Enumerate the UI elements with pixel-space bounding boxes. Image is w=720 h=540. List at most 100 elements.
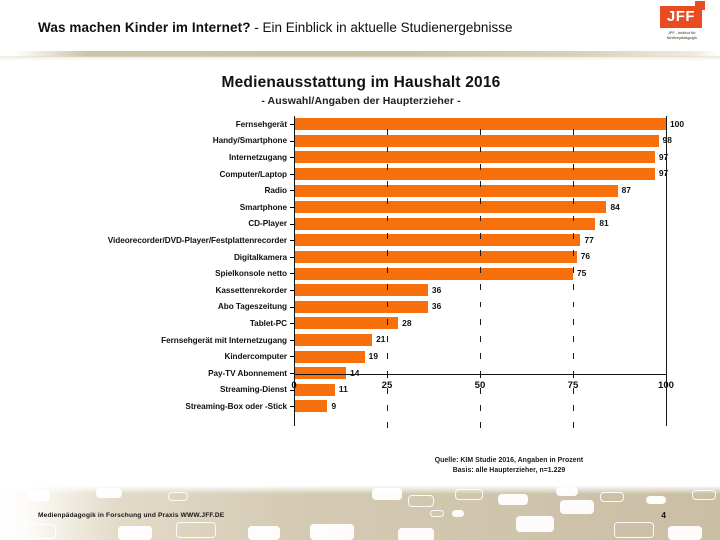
page-title-strong: Was machen Kinder im Internet? (38, 20, 251, 35)
chart-category-label: Digitalkamera (233, 252, 287, 262)
footer-deco-shape (556, 487, 578, 496)
chart-bar (294, 184, 618, 197)
chart-bar-row: Spielkonsole netto 75 (56, 265, 666, 282)
chart-bar-row: Fernsehgerät 100 (56, 116, 684, 133)
chart-gridline-dash (387, 422, 388, 429)
chart-bar-row: Videorecorder/DVD-Player/Festplattenreco… (56, 232, 666, 249)
chart-category-label: Computer/Laptop (219, 169, 288, 179)
chart-x-tick-label: 25 (381, 380, 393, 391)
chart-bar (294, 400, 328, 413)
footer-deco-shape (668, 526, 702, 540)
footer-deco-shape (118, 526, 152, 540)
chart-axis-tick (290, 206, 294, 208)
footer-deco-shape (20, 524, 56, 539)
chart-x-tick (294, 374, 295, 378)
chart-bar (294, 217, 596, 230)
chart-bar-value: 11 (338, 384, 348, 395)
chart-category-label: Handy/Smartphone (212, 136, 287, 146)
chart-bar-value: 76 (580, 251, 591, 262)
chart-bar-value: 97 (658, 151, 669, 162)
chart-category-label: Streaming-Dienst (220, 385, 287, 395)
chart-gridline-dash (480, 422, 481, 429)
chart-bar-row: Streaming-Box oder -Stick 9 (56, 398, 666, 415)
chart-category-label: Kassettenrekorder (215, 285, 287, 295)
chart-source-note: Quelle: KIM Studie 2016, Angaben in Proz… (364, 456, 654, 476)
chart-axis-tick (290, 339, 294, 341)
chart-category-label: Abo Tageszeitung (217, 302, 287, 312)
chart-bar (294, 367, 347, 380)
footer-deco-shape (452, 510, 464, 517)
chart-bar-track: 11 (290, 382, 666, 399)
chart-bar (294, 118, 666, 131)
footer-deco-shape (516, 516, 554, 532)
chart-bar-row: Handy/Smartphone 98 (56, 133, 672, 150)
chart-axis-tick (290, 389, 294, 391)
logo-accent-tab-icon (695, 1, 705, 10)
chart-bar (294, 383, 335, 396)
chart-axis-tick (290, 190, 294, 192)
chart-bar-track: 87 (290, 182, 666, 199)
chart-bar-track: 14 (290, 365, 666, 382)
chart-axis-tick (290, 157, 294, 159)
chart-bar-track: 81 (290, 216, 666, 233)
chart-bar-value: 14 (350, 367, 360, 378)
chart-bar (294, 350, 365, 363)
chart-x-tick (480, 374, 481, 378)
chart-axis-tick (290, 173, 294, 175)
chart-bar-track: 21 (290, 332, 666, 349)
logo-wordmark: JFF (666, 8, 696, 25)
chart-category-label: Fernsehgerät mit Internetzugang (161, 335, 287, 345)
chart-bar-value: 84 (610, 201, 620, 212)
footer-deco-shape (408, 495, 434, 507)
page-title-light: - Ein Einblick in aktuelle Studienergebn… (250, 20, 513, 35)
chart-bar (294, 284, 428, 297)
chart-bar-value: 36 (431, 284, 442, 295)
chart-bar-track: 97 (290, 166, 668, 183)
chart-category-label: Smartphone (239, 202, 287, 212)
footer-fade (0, 486, 720, 494)
footer-deco-shape (168, 492, 188, 501)
footer-deco-shape (372, 488, 402, 500)
chart-bar-row: Smartphone 84 (56, 199, 666, 216)
footer-deco-shape (498, 494, 528, 505)
chart-bar-value: 36 (431, 301, 442, 312)
footer-deco-shape (455, 489, 483, 500)
chart-bar-value: 9 (331, 400, 337, 411)
chart-axis-tick (290, 140, 294, 142)
chart-bar-row: Tablet-PC 28 (56, 315, 666, 332)
chart-bar-track: 84 (290, 199, 666, 216)
chart-source-line: Quelle: KIM Studie 2016, Angaben in Proz… (434, 457, 584, 464)
chart-bar-track: 77 (290, 232, 666, 249)
logo-block-icon (660, 6, 702, 28)
chart-gridline-dash (573, 422, 574, 429)
footer-deco-shape (28, 490, 50, 501)
chart-axis-tick (290, 256, 294, 258)
chart-bar-row: Internetzugang 97 (56, 149, 669, 166)
chart-category-label: Internetzugang (229, 152, 287, 162)
chart-bar-row: Pay-TV Abonnement 14 (56, 365, 666, 382)
chart-axis-tick (290, 240, 294, 242)
chart-axis-tick (290, 273, 294, 275)
chart-axis-tick (290, 323, 294, 325)
chart-bar-row: CD-Player 81 (56, 216, 666, 233)
chart-bar-value: 75 (577, 267, 587, 278)
chart-x-tick-label: 0 (291, 380, 297, 391)
chart-category-label: Streaming-Box oder -Stick (185, 401, 287, 411)
chart-bar-value: 28 (402, 317, 412, 328)
chart-axis-tick (290, 289, 294, 291)
chart-bar (294, 334, 373, 347)
logo-subtitle-line2: Medienpädagogik (666, 35, 698, 40)
chart-x-tick (387, 374, 388, 378)
page-number: 4 (661, 510, 666, 520)
footer-deco-shape (248, 526, 280, 540)
chart-bar (294, 317, 399, 330)
chart-category-label: Tablet-PC (249, 318, 287, 328)
chart-bar-row: Kindercomputer 19 (56, 348, 666, 365)
chart-category-label: Spielkonsole netto (215, 269, 287, 279)
chart-bar-value: 81 (599, 218, 609, 229)
chart-x-tick-label: 100 (657, 380, 675, 391)
chart-bar-row: Fernsehgerät mit Internetzugang 21 (56, 332, 666, 349)
chart-x-tick-label: 75 (567, 380, 579, 391)
footer-deco-shape (646, 496, 666, 504)
